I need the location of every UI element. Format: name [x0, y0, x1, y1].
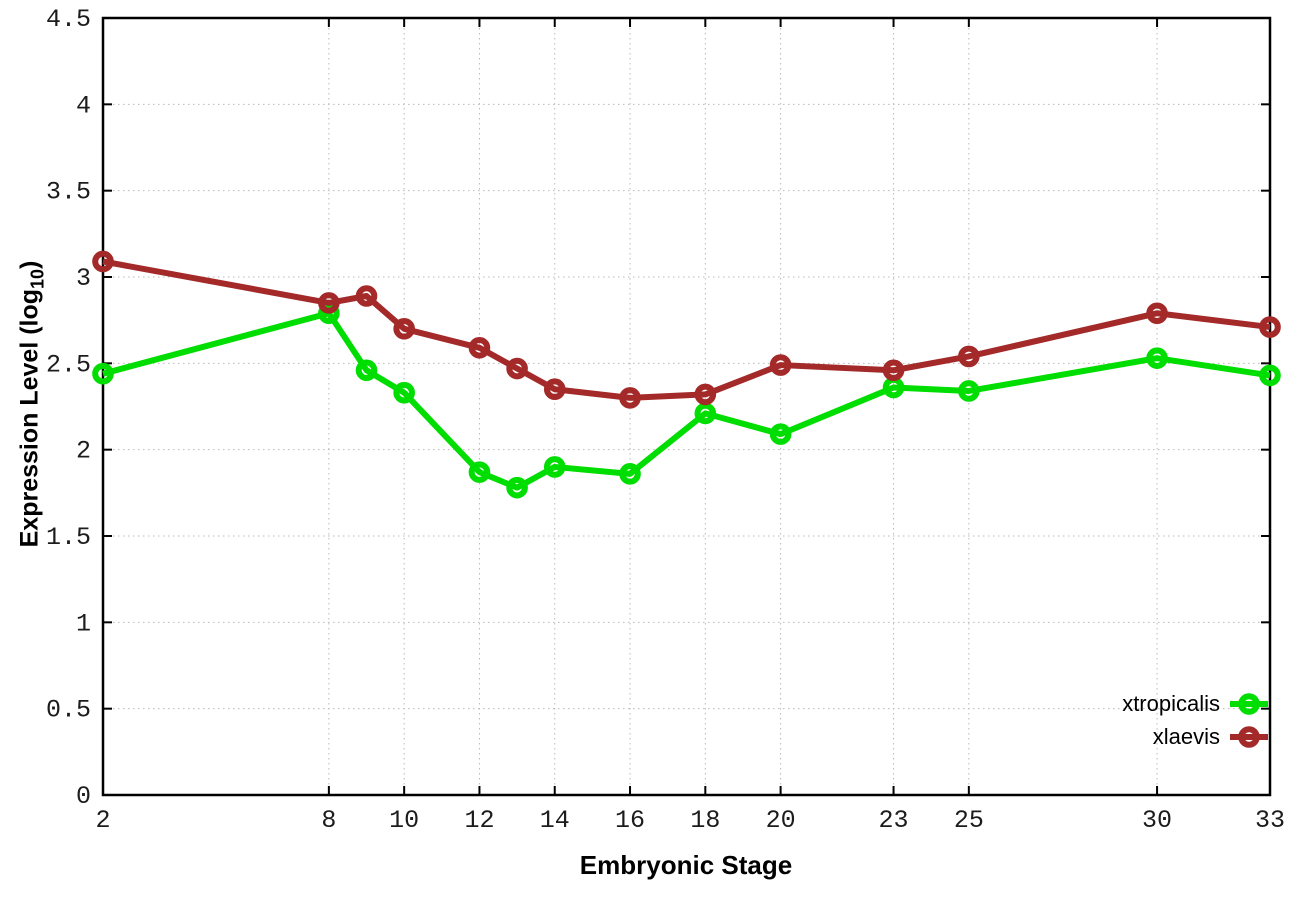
data-point-xlaevis	[543, 378, 566, 401]
data-point-xlaevis	[393, 318, 415, 340]
data-point-xtropicalis	[355, 359, 378, 382]
y-tick-label: 1.5	[46, 523, 91, 552]
legend-label-xlaevis: xlaevis	[1152, 724, 1220, 749]
legend: xtropicalis xlaevis	[1122, 689, 1268, 752]
x-tick-label: 30	[1142, 806, 1172, 835]
y-axis-title-text: Expression Level (log	[15, 288, 44, 548]
data-point-xtropicalis	[506, 476, 528, 499]
y-tick-label: 4	[76, 91, 91, 120]
y-tick-label: 3.5	[46, 178, 91, 207]
data-point-xtropicalis	[393, 381, 415, 404]
x-tick-label: 25	[954, 806, 984, 835]
x-tick-label: 2	[95, 806, 110, 835]
series-line-xtropicalis	[102, 310, 1271, 491]
data-point-xlaevis	[1146, 302, 1168, 325]
data-point-xlaevis	[468, 336, 491, 359]
x-tick-label: 12	[464, 806, 494, 835]
y-tick-label: 1	[76, 609, 91, 638]
y-tick-label: 0.5	[46, 696, 91, 725]
data-point-xlaevis	[958, 345, 980, 368]
x-tick-label: 16	[615, 806, 645, 835]
legend-label-xtropicalis: xtropicalis	[1122, 691, 1220, 716]
x-axis-title: Embryonic Stage	[579, 850, 793, 880]
data-point-xtropicalis	[694, 402, 717, 425]
legend-marker-xtropicalis-icon	[1230, 693, 1268, 715]
data-point-xlaevis	[619, 387, 641, 409]
data-point-xlaevis	[1259, 316, 1281, 338]
y-axis-title-subscript: 10	[27, 268, 48, 289]
plot-border	[101, 16, 1272, 797]
x-tick-label: 23	[879, 806, 909, 835]
y-axis-title-close: )	[15, 260, 44, 269]
data-point-xlaevis	[92, 250, 114, 273]
y-tick-label: 0	[76, 782, 91, 811]
x-tick-label: 8	[321, 806, 336, 835]
y-axis-title: Expression Level (log10)	[15, 260, 48, 548]
data-point-xlaevis	[355, 285, 378, 307]
data-point-xtropicalis	[543, 456, 566, 478]
x-tick-label: 18	[690, 806, 720, 835]
y-tick-label: 2	[76, 437, 91, 466]
y-tick-label: 2.5	[46, 350, 91, 379]
data-point-xtropicalis	[769, 423, 792, 445]
data-point-xlaevis	[769, 354, 792, 376]
x-tick-label: 10	[389, 806, 419, 835]
data-point-xtropicalis	[1146, 347, 1168, 369]
x-tick-label: 33	[1255, 806, 1285, 835]
legend-sample-marker	[1238, 726, 1260, 748]
data-point-xlaevis	[882, 359, 905, 382]
data-point-xlaevis	[318, 292, 340, 314]
y-tick-label: 4.5	[46, 5, 91, 34]
x-tick-label: 20	[766, 806, 796, 835]
legend-item-xtropicalis: xtropicalis	[1122, 689, 1268, 719]
legend-marker-xlaevis-icon	[1230, 726, 1268, 748]
data-point-xtropicalis	[958, 380, 980, 402]
data-point-xlaevis	[506, 357, 528, 380]
y-tick-label: 3	[76, 264, 91, 293]
data-point-xlaevis	[694, 383, 717, 406]
legend-sample-marker	[1238, 693, 1260, 715]
data-point-xtropicalis	[468, 461, 491, 483]
data-point-xtropicalis	[619, 463, 641, 485]
data-point-xtropicalis	[1259, 364, 1281, 387]
data-point-xtropicalis	[92, 362, 114, 385]
legend-item-xlaevis: xlaevis	[1122, 722, 1268, 752]
x-tick-label: 14	[540, 806, 570, 835]
